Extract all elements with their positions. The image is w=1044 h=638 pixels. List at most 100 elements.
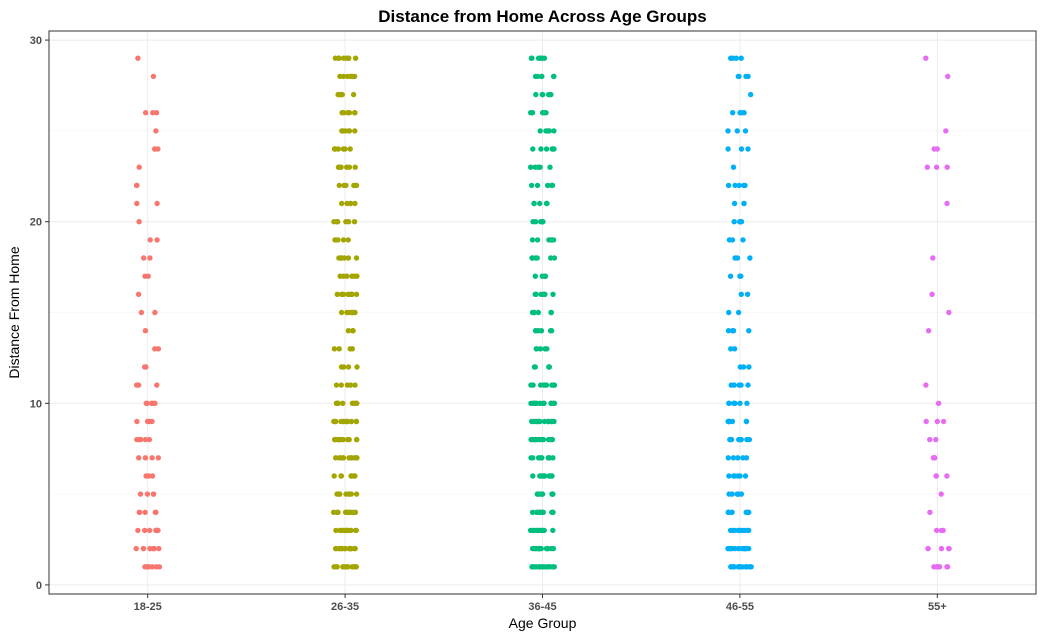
data-point <box>530 455 536 461</box>
data-point <box>348 291 355 297</box>
data-point <box>737 400 743 406</box>
data-point <box>135 55 141 61</box>
data-point <box>144 491 151 497</box>
data-point <box>744 564 750 570</box>
data-point <box>535 309 541 316</box>
data-point <box>352 55 359 61</box>
data-point <box>349 309 355 316</box>
data-point <box>528 382 534 388</box>
data-point <box>534 73 541 80</box>
data-point <box>529 237 536 243</box>
data-point <box>337 491 343 497</box>
data-point <box>533 219 539 225</box>
data-point <box>349 273 355 279</box>
data-point <box>737 364 743 370</box>
data-point <box>729 418 736 425</box>
data-point <box>537 200 543 207</box>
data-point <box>529 255 536 261</box>
data-point <box>150 491 157 497</box>
data-point <box>745 146 751 152</box>
data-point <box>748 91 754 98</box>
data-point <box>551 564 557 570</box>
data-point <box>529 418 535 425</box>
data-point <box>925 545 931 552</box>
data-point <box>741 200 747 207</box>
data-point <box>934 418 940 425</box>
data-point <box>945 73 951 80</box>
data-point <box>152 309 158 316</box>
grid-layer <box>49 31 1036 594</box>
data-point <box>346 491 352 497</box>
data-point <box>142 527 148 534</box>
data-point <box>923 418 929 425</box>
data-point <box>532 545 538 552</box>
y-axis-title: Distance From Home <box>6 246 22 378</box>
data-point <box>347 527 353 534</box>
data-point <box>534 527 540 534</box>
data-point <box>742 182 748 189</box>
data-point <box>731 346 738 352</box>
data-point <box>738 146 745 152</box>
data-point <box>539 73 545 80</box>
data-point <box>339 128 345 134</box>
data-point <box>738 55 744 61</box>
data-point <box>739 527 746 534</box>
data-point <box>743 545 750 552</box>
x-tick-label: 26-35 <box>331 601 359 613</box>
data-point <box>352 527 359 534</box>
data-point <box>134 182 140 189</box>
data-point <box>350 509 356 515</box>
data-point <box>738 436 744 443</box>
data-point <box>726 309 732 316</box>
data-point <box>551 418 557 425</box>
data-point <box>534 509 540 515</box>
data-point <box>548 255 554 261</box>
data-point <box>534 255 540 261</box>
data-point <box>338 473 345 479</box>
data-point <box>340 400 346 406</box>
data-point <box>333 527 339 534</box>
data-point <box>744 527 751 534</box>
data-point <box>532 291 538 297</box>
y-tick-label: 30 <box>30 35 42 47</box>
data-point <box>549 146 555 152</box>
data-point <box>336 55 342 61</box>
x-tick-label: 18-25 <box>134 601 162 613</box>
data-point <box>933 527 940 534</box>
data-point <box>734 255 741 261</box>
data-point <box>938 491 944 497</box>
data-point <box>151 545 157 552</box>
data-point <box>545 128 552 134</box>
data-point <box>336 436 343 443</box>
data-point <box>735 309 742 316</box>
data-point <box>336 346 342 352</box>
data-point <box>346 55 352 61</box>
data-point <box>744 400 750 406</box>
data-point <box>746 364 752 370</box>
data-point <box>943 128 949 134</box>
y-tick-label: 10 <box>30 398 42 410</box>
data-point <box>344 200 350 207</box>
data-point <box>135 291 142 297</box>
data-point <box>532 273 538 279</box>
data-point <box>731 219 737 225</box>
data-point <box>133 382 140 388</box>
data-point <box>551 128 557 134</box>
data-point <box>334 564 340 570</box>
x-tick-label: 36-45 <box>528 601 556 613</box>
data-point <box>944 564 951 570</box>
data-point <box>331 418 337 425</box>
data-point <box>542 346 548 352</box>
data-point <box>726 237 733 243</box>
data-point <box>354 364 360 370</box>
data-point <box>338 364 345 370</box>
data-point <box>333 382 340 388</box>
data-point <box>726 473 732 479</box>
data-point <box>531 309 538 316</box>
data-point <box>945 545 952 552</box>
data-point <box>531 200 537 207</box>
data-point <box>142 110 149 116</box>
data-point <box>342 545 349 552</box>
data-point <box>352 400 358 406</box>
data-point <box>345 364 352 370</box>
